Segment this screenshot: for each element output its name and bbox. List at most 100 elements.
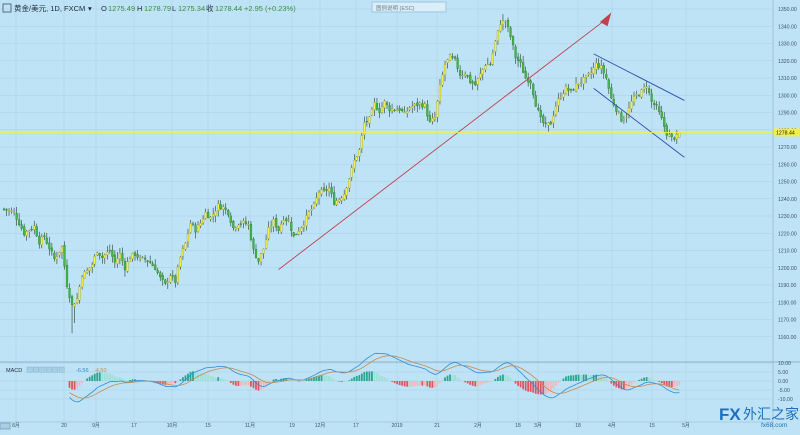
candle-bullish [358,150,360,157]
candle-bearish [522,62,524,72]
candle-bullish [308,211,310,217]
macd-param-box[interactable] [27,367,32,372]
candle-bearish [114,255,116,262]
open-label: O [101,4,107,13]
macd-histogram-bar [507,376,509,381]
candle-bullish [56,257,58,260]
candle-bearish [48,243,50,249]
macd-histogram-bar [457,377,459,381]
macd-histogram-bar [497,377,499,381]
macd-histogram-bar [479,381,481,385]
price-tick-label: 1290.00 [778,111,797,117]
macd-histogram-bar [547,381,549,393]
settings-corner-button[interactable] [0,423,10,429]
candle-bullish [336,201,338,205]
macd-param-box[interactable] [33,367,38,372]
price-tick-label: 1240.00 [778,197,797,203]
candle-bearish [109,250,111,251]
macd-histogram-bar [222,379,224,381]
macd-histogram-bar [169,381,171,384]
candle-bullish [142,257,144,258]
candle-bullish [487,64,489,65]
macd-histogram-bar [469,381,471,385]
macd-histogram-bar [641,379,643,381]
header-bar: 黄金/美元, 1D, FXCM ▾ O 1275.49 H 1278.79 L … [3,2,446,13]
candle-bullish [167,282,169,283]
high-label: H [137,4,142,13]
candle-bearish [3,209,5,210]
candle-bearish [598,63,600,67]
candle-bearish [489,64,491,65]
candle-bearish [394,110,396,111]
macd-histogram-bar [237,381,239,386]
macd-param-box[interactable] [59,367,64,372]
macd-histogram-bar [250,381,252,387]
candle-bearish [21,225,23,229]
macd-histogram-bar [411,381,413,386]
macd-param-box[interactable] [46,367,51,372]
candle-bullish [502,21,504,25]
candle-bearish [230,216,232,223]
price-tick-label: 1340.00 [778,24,797,30]
macd-histogram-bar [671,381,673,387]
candle-bearish [515,47,517,58]
macd-histogram-bar [676,381,678,386]
macd-param-box[interactable] [53,367,58,372]
price-tick-label: 1260.00 [778,162,797,168]
price-tick-label: 1250.00 [778,180,797,186]
candle-bullish [668,135,670,137]
macd-value: -6.56 [76,368,89,374]
macd-histogram-bar [71,381,73,389]
candle-bullish [310,209,312,211]
candle-bullish [633,96,635,102]
price-tick-label: 1230.00 [778,214,797,220]
candle-bullish [235,228,237,230]
candle-bullish [406,111,408,113]
macd-histogram-bar [225,380,227,381]
candle-bullish [424,104,426,107]
candle-bullish [139,257,141,258]
candle-bullish [557,99,559,106]
macd-histogram-bar [477,381,479,386]
macd-histogram-bar [177,381,179,382]
candle-bearish [326,189,328,190]
candle-bearish [457,58,459,69]
macd-histogram-bar [459,379,461,381]
candle-bearish [520,60,522,63]
macd-histogram-bar [210,376,212,381]
macd-histogram-bar [338,381,340,382]
candle-bullish [179,257,181,267]
candle-bearish [51,248,53,251]
candle-bullish [321,190,323,195]
candle-bearish [673,138,675,140]
candle-bearish [23,227,25,235]
candle-bearish [570,89,572,90]
candle-bearish [278,227,280,231]
candle-bearish [472,82,474,83]
candle-bullish [8,210,10,211]
candle-bullish [444,64,446,75]
candle-bearish [474,82,476,85]
candle-bullish [361,136,363,149]
chevron-down-icon[interactable]: ▾ [88,4,92,13]
candle-bearish [454,57,456,59]
candle-bullish [169,276,171,282]
candle-bullish [86,271,88,273]
candle-bullish [26,231,28,235]
candle-bullish [618,112,620,113]
macd-histogram-bar [248,381,250,385]
macd-histogram-bar [111,375,113,381]
candle-bullish [84,271,86,278]
symbol-title[interactable]: 黄金/美元, 1D, FXCM [14,3,85,13]
price-tick-label: 1200.00 [778,266,797,272]
candle-bearish [149,262,151,263]
macd-histogram-bar [416,381,418,386]
candle-bearish [207,212,209,218]
candle-bearish [467,75,469,76]
candle-bullish [298,231,300,234]
macd-param-box[interactable] [40,367,45,372]
candle-bearish [421,103,423,107]
